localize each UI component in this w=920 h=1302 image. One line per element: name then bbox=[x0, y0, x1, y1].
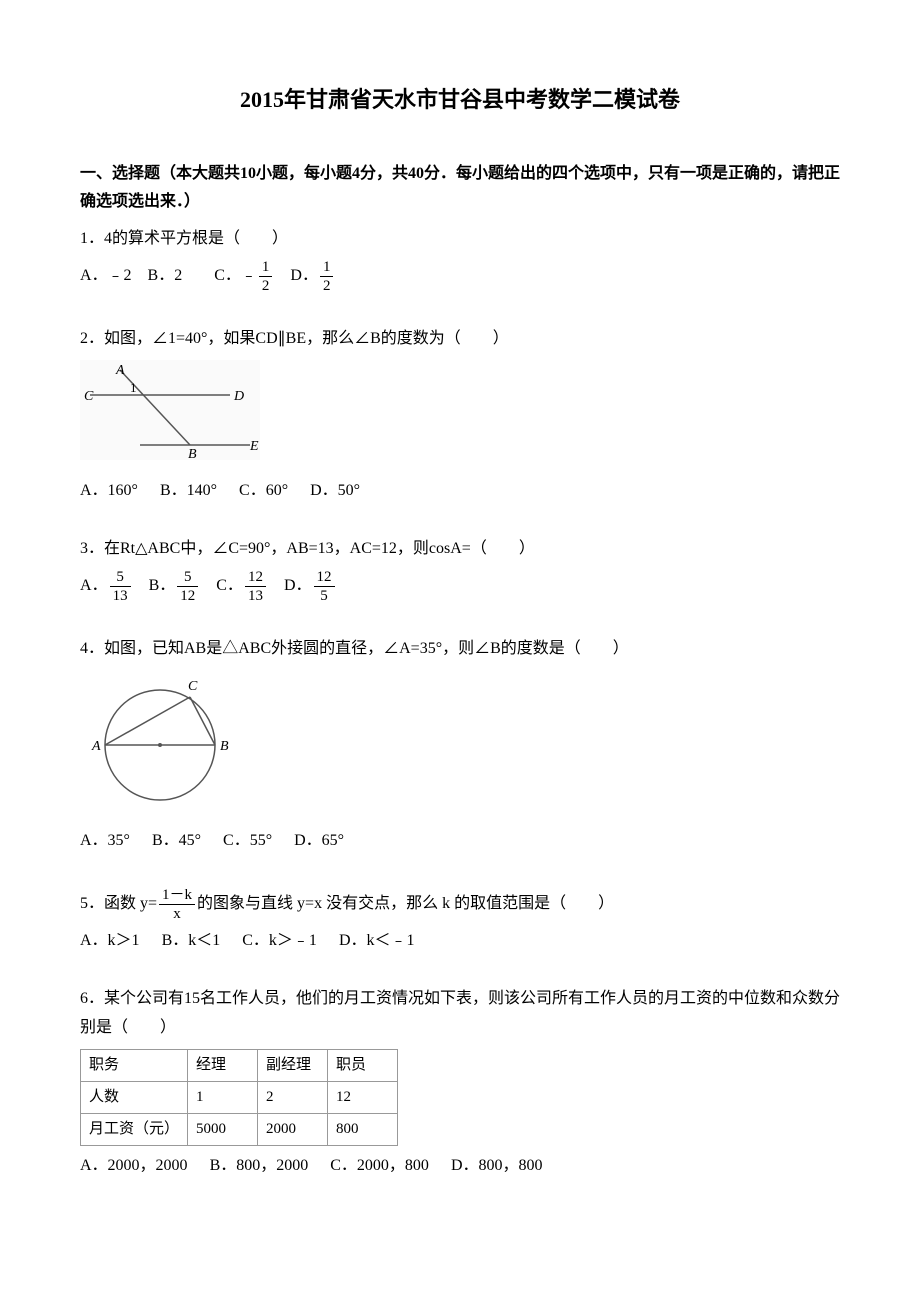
q4-text: 4．如图，已知AB是△ABC外接圆的直径，∠A=35°，则∠B的度数是（ ） bbox=[80, 635, 840, 664]
q5-options: A．k＞1 B．k＜1 C．k＞﹣1 D．k＜﹣1 bbox=[80, 927, 840, 956]
center-dot bbox=[158, 743, 162, 747]
q5-text: 5．函数 y=1－kx的图象与直线 y=x 没有交点，那么 k 的取值范围是（ … bbox=[80, 886, 840, 923]
q5-opt-c: C．k＞﹣1 bbox=[242, 932, 317, 949]
q4-opt-a: A．35° bbox=[80, 832, 130, 849]
cell: 副经理 bbox=[258, 1049, 328, 1081]
label-b: B bbox=[220, 739, 229, 754]
q6-table: 职务 经理 副经理 职员 人数 1 2 12 月工资（元） 5000 2000 … bbox=[80, 1049, 398, 1146]
q1-text: 1．4的算术平方根是（ ） bbox=[80, 225, 840, 254]
q2-text: 2．如图，∠1=40°，如果CD∥BE，那么∠B的度数为（ ） bbox=[80, 325, 840, 354]
label-b: B bbox=[188, 447, 197, 460]
q3-frac-b: 512 bbox=[177, 568, 198, 605]
q5-opt-b: B．k＜1 bbox=[162, 932, 221, 949]
table-row: 人数 1 2 12 bbox=[81, 1081, 398, 1113]
q3-options: A．513 B．512 C．1213 D．125 bbox=[80, 568, 840, 605]
cell: 2 bbox=[258, 1081, 328, 1113]
cell: 职员 bbox=[328, 1049, 398, 1081]
page-title: 2015年甘肃省天水市甘谷县中考数学二模试卷 bbox=[80, 80, 840, 120]
question-3: 3．在Rt△ABC中，∠C=90°，AB=13，AC=12，则cosA=（ ） … bbox=[80, 535, 840, 605]
label-c: C bbox=[188, 679, 198, 694]
q1-frac1: 12 bbox=[259, 258, 273, 295]
cell: 经理 bbox=[188, 1049, 258, 1081]
q6-opt-a: A．2000，2000 bbox=[80, 1157, 188, 1174]
q4-opt-d: D．65° bbox=[294, 832, 344, 849]
q1-options: A．﹣2 B．2 C．﹣12 D．12 bbox=[80, 258, 840, 295]
question-6: 6．某个公司有15名工作人员，他们的月工资情况如下表，则该公司所有工作人员的月工… bbox=[80, 985, 840, 1180]
q6-opt-d: D．800，800 bbox=[451, 1157, 543, 1174]
label-c: C bbox=[84, 389, 94, 404]
q3-d-label: D． bbox=[268, 577, 312, 594]
q5-prefix: 5．函数 y= bbox=[80, 895, 157, 912]
q3-frac-d: 125 bbox=[314, 568, 335, 605]
line-bc bbox=[190, 697, 215, 745]
q2-opt-c: C．60° bbox=[239, 482, 288, 499]
q4-opt-b: B．45° bbox=[152, 832, 201, 849]
q6-opt-c: C．2000，800 bbox=[330, 1157, 429, 1174]
q3-text: 3．在Rt△ABC中，∠C=90°，AB=13，AC=12，则cosA=（ ） bbox=[80, 535, 840, 564]
question-4: 4．如图，已知AB是△ABC外接圆的直径，∠A=35°，则∠B的度数是（ ） A… bbox=[80, 635, 840, 855]
q3-c-label: C． bbox=[200, 577, 243, 594]
label-a: A bbox=[91, 739, 101, 754]
question-1: 1．4的算术平方根是（ ） A．﹣2 B．2 C．﹣12 D．12 bbox=[80, 225, 840, 295]
line-ac bbox=[105, 697, 190, 745]
question-5: 5．函数 y=1－kx的图象与直线 y=x 没有交点，那么 k 的取值范围是（ … bbox=[80, 886, 840, 956]
cell: 1 bbox=[188, 1081, 258, 1113]
question-2: 2．如图，∠1=40°，如果CD∥BE，那么∠B的度数为（ ） A C D B … bbox=[80, 325, 840, 505]
cell: 12 bbox=[328, 1081, 398, 1113]
q5-opt-a: A．k＞1 bbox=[80, 932, 140, 949]
q6-opt-b: B．800，2000 bbox=[210, 1157, 309, 1174]
q1-opt-prefix: A．﹣2 B．2 C．﹣ bbox=[80, 267, 257, 284]
cell: 800 bbox=[328, 1113, 398, 1145]
label-a: A bbox=[115, 363, 125, 378]
cell: 5000 bbox=[188, 1113, 258, 1145]
q3-a-label: A． bbox=[80, 577, 108, 594]
q2-opt-d: D．50° bbox=[310, 482, 360, 499]
table-row: 月工资（元） 5000 2000 800 bbox=[81, 1113, 398, 1145]
q4-diagram: A B C bbox=[80, 670, 840, 821]
q5-frac: 1－kx bbox=[159, 886, 195, 923]
q6-text: 6．某个公司有15名工作人员，他们的月工资情况如下表，则该公司所有工作人员的月工… bbox=[80, 985, 840, 1043]
q3-frac-c: 1213 bbox=[245, 568, 266, 605]
q2-svg: A C D B E 1 bbox=[80, 360, 260, 460]
q4-opt-c: C．55° bbox=[223, 832, 272, 849]
label-e: E bbox=[249, 439, 259, 454]
q3-frac-a: 513 bbox=[110, 568, 131, 605]
q2-options: A．160° B．140° C．60° D．50° bbox=[80, 477, 840, 506]
table-row: 职务 经理 副经理 职员 bbox=[81, 1049, 398, 1081]
q2-opt-b: B．140° bbox=[160, 482, 217, 499]
q3-b-label: B． bbox=[133, 577, 176, 594]
cell: 职务 bbox=[81, 1049, 188, 1081]
section-header: 一、选择题（本大题共10小题，每小题4分，共40分．每小题给出的四个选项中，只有… bbox=[80, 160, 840, 218]
q6-options: A．2000，2000 B．800，2000 C．2000，800 D．800，… bbox=[80, 1152, 840, 1181]
q4-options: A．35° B．45° C．55° D．65° bbox=[80, 827, 840, 856]
cell: 月工资（元） bbox=[81, 1113, 188, 1145]
cell: 人数 bbox=[81, 1081, 188, 1113]
label-angle1: 1 bbox=[130, 380, 137, 395]
q4-svg: A B C bbox=[80, 670, 240, 810]
q2-diagram: A C D B E 1 bbox=[80, 360, 840, 471]
q5-suffix: 的图象与直线 y=x 没有交点，那么 k 的取值范围是（ ） bbox=[197, 895, 614, 912]
q1-d-label: D． bbox=[274, 267, 318, 284]
q5-opt-d: D．k＜﹣1 bbox=[339, 932, 415, 949]
q1-frac2: 12 bbox=[320, 258, 334, 295]
q2-opt-a: A．160° bbox=[80, 482, 138, 499]
cell: 2000 bbox=[258, 1113, 328, 1145]
label-d: D bbox=[233, 389, 244, 404]
